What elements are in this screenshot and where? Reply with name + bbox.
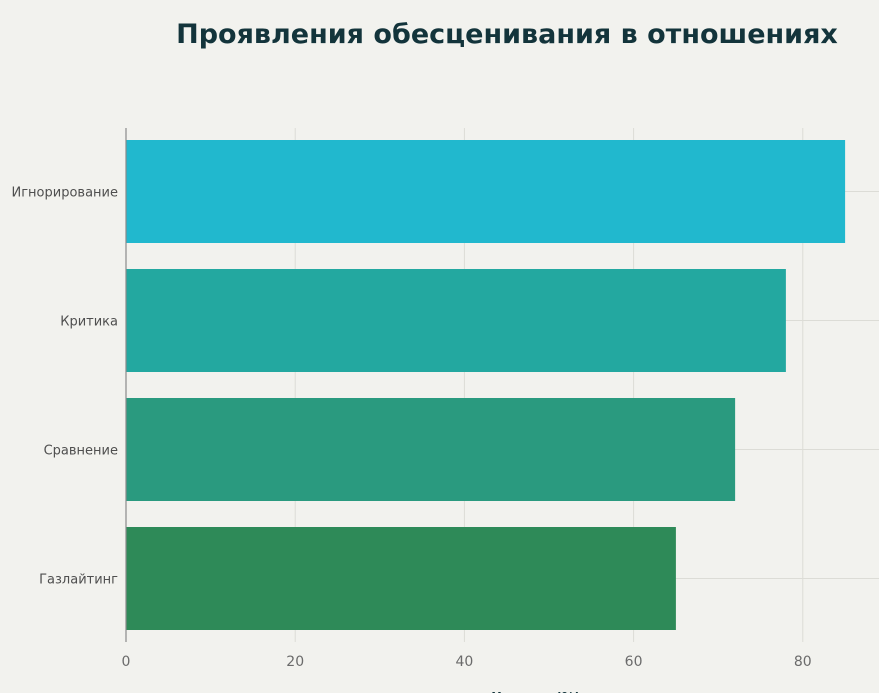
category-label: Игнорирование bbox=[12, 186, 119, 201]
bar-2 bbox=[126, 269, 786, 372]
category-label: Газлайтинг bbox=[39, 573, 118, 588]
category-label: Критика bbox=[60, 315, 118, 330]
bar-1 bbox=[126, 140, 846, 243]
category-label: Сравнение bbox=[44, 444, 118, 459]
bar-4 bbox=[126, 527, 676, 630]
bar-3 bbox=[126, 398, 736, 501]
x-tick-label: 60 bbox=[625, 654, 643, 670]
x-tick-label: 40 bbox=[455, 654, 473, 670]
x-tick-label: 0 bbox=[122, 654, 131, 670]
chart-title: Проявления обесценивания в отношениях bbox=[176, 19, 838, 50]
x-axis-title: Частота (%) bbox=[491, 691, 580, 693]
x-tick-label: 20 bbox=[286, 654, 304, 670]
x-tick-label: 80 bbox=[794, 654, 812, 670]
